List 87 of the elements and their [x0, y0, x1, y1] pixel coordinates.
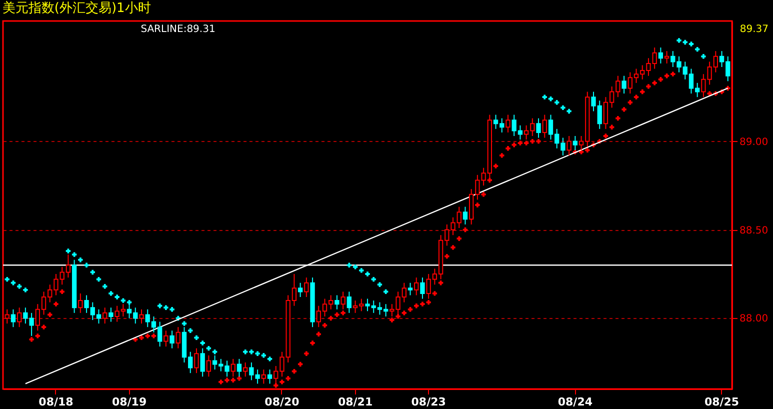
point	[365, 272, 370, 276]
point	[212, 350, 218, 354]
point	[194, 335, 199, 340]
point	[164, 305, 168, 310]
point	[78, 258, 83, 262]
candlestick	[194, 348, 199, 374]
x-tick-label: 08/25	[704, 396, 740, 408]
candlestick	[206, 354, 212, 378]
point	[66, 248, 71, 254]
point	[108, 291, 114, 296]
point	[554, 100, 560, 105]
point	[694, 46, 700, 52]
point	[84, 262, 89, 268]
x-tick-label: 08/23	[411, 396, 446, 408]
candlestick	[304, 277, 309, 298]
text: 89.37	[740, 24, 769, 35]
point	[383, 289, 388, 294]
point	[23, 288, 28, 292]
point	[120, 298, 126, 303]
candlestick	[414, 277, 419, 296]
y-tick-label: 89.00	[740, 136, 768, 148]
annotation: SARLINE:89.31	[140, 24, 216, 35]
candlestick	[164, 330, 168, 348]
point	[676, 38, 682, 43]
point	[182, 321, 187, 326]
candlestick	[10, 308, 16, 328]
x-tick-label: 08/21	[338, 396, 373, 408]
point	[170, 307, 174, 312]
candlestick	[536, 118, 541, 138]
point	[352, 264, 358, 270]
candlestick	[17, 307, 22, 328]
point	[242, 350, 248, 354]
candlestick	[298, 282, 303, 298]
point	[4, 276, 10, 282]
point	[255, 351, 260, 356]
point	[359, 268, 364, 273]
candlestick	[408, 282, 413, 296]
x-tick-label: 08/24	[558, 396, 593, 408]
point	[157, 304, 162, 308]
point	[346, 262, 352, 268]
candlestick	[176, 326, 180, 349]
candlestick	[658, 47, 664, 64]
y-tick-label: 88.50	[740, 225, 768, 236]
point	[72, 252, 77, 257]
candlestick	[200, 348, 205, 378]
point	[701, 54, 706, 59]
candlestick	[243, 362, 248, 378]
point	[548, 96, 554, 102]
candlestick	[4, 308, 10, 324]
candlestick	[139, 308, 144, 324]
point	[102, 284, 108, 289]
x-tick-label: 08/19	[112, 396, 147, 408]
candlestick	[334, 294, 340, 310]
point	[682, 40, 688, 45]
point	[249, 350, 254, 354]
chart-title: 美元指数(外汇交易)1小时	[2, 0, 151, 16]
candlestick	[420, 277, 425, 300]
x-tick-label: 08/20	[264, 396, 300, 408]
candlestick	[506, 114, 510, 133]
candlestick	[346, 291, 352, 314]
y-tick-label: 88.00	[740, 314, 768, 325]
candlestick	[261, 369, 266, 384]
candlestick	[566, 136, 572, 156]
point	[114, 294, 120, 300]
candlestick	[542, 114, 547, 138]
candlestick	[267, 369, 272, 384]
candlestick	[622, 75, 626, 94]
candlestick	[462, 206, 468, 225]
point	[261, 353, 266, 358]
point	[560, 105, 566, 110]
point	[188, 328, 193, 333]
candlestick	[102, 307, 108, 324]
point	[566, 108, 572, 114]
point	[16, 284, 22, 289]
point	[90, 270, 95, 275]
point	[371, 276, 376, 282]
point	[377, 282, 382, 287]
point	[688, 42, 694, 46]
candlestick	[78, 292, 83, 314]
candlestick	[664, 50, 670, 64]
point	[267, 356, 272, 362]
candlestick	[170, 330, 174, 349]
point	[10, 280, 16, 286]
point	[542, 94, 547, 100]
point	[200, 340, 205, 346]
x-tick-label: 08/18	[38, 396, 74, 408]
candlestick	[108, 307, 114, 322]
